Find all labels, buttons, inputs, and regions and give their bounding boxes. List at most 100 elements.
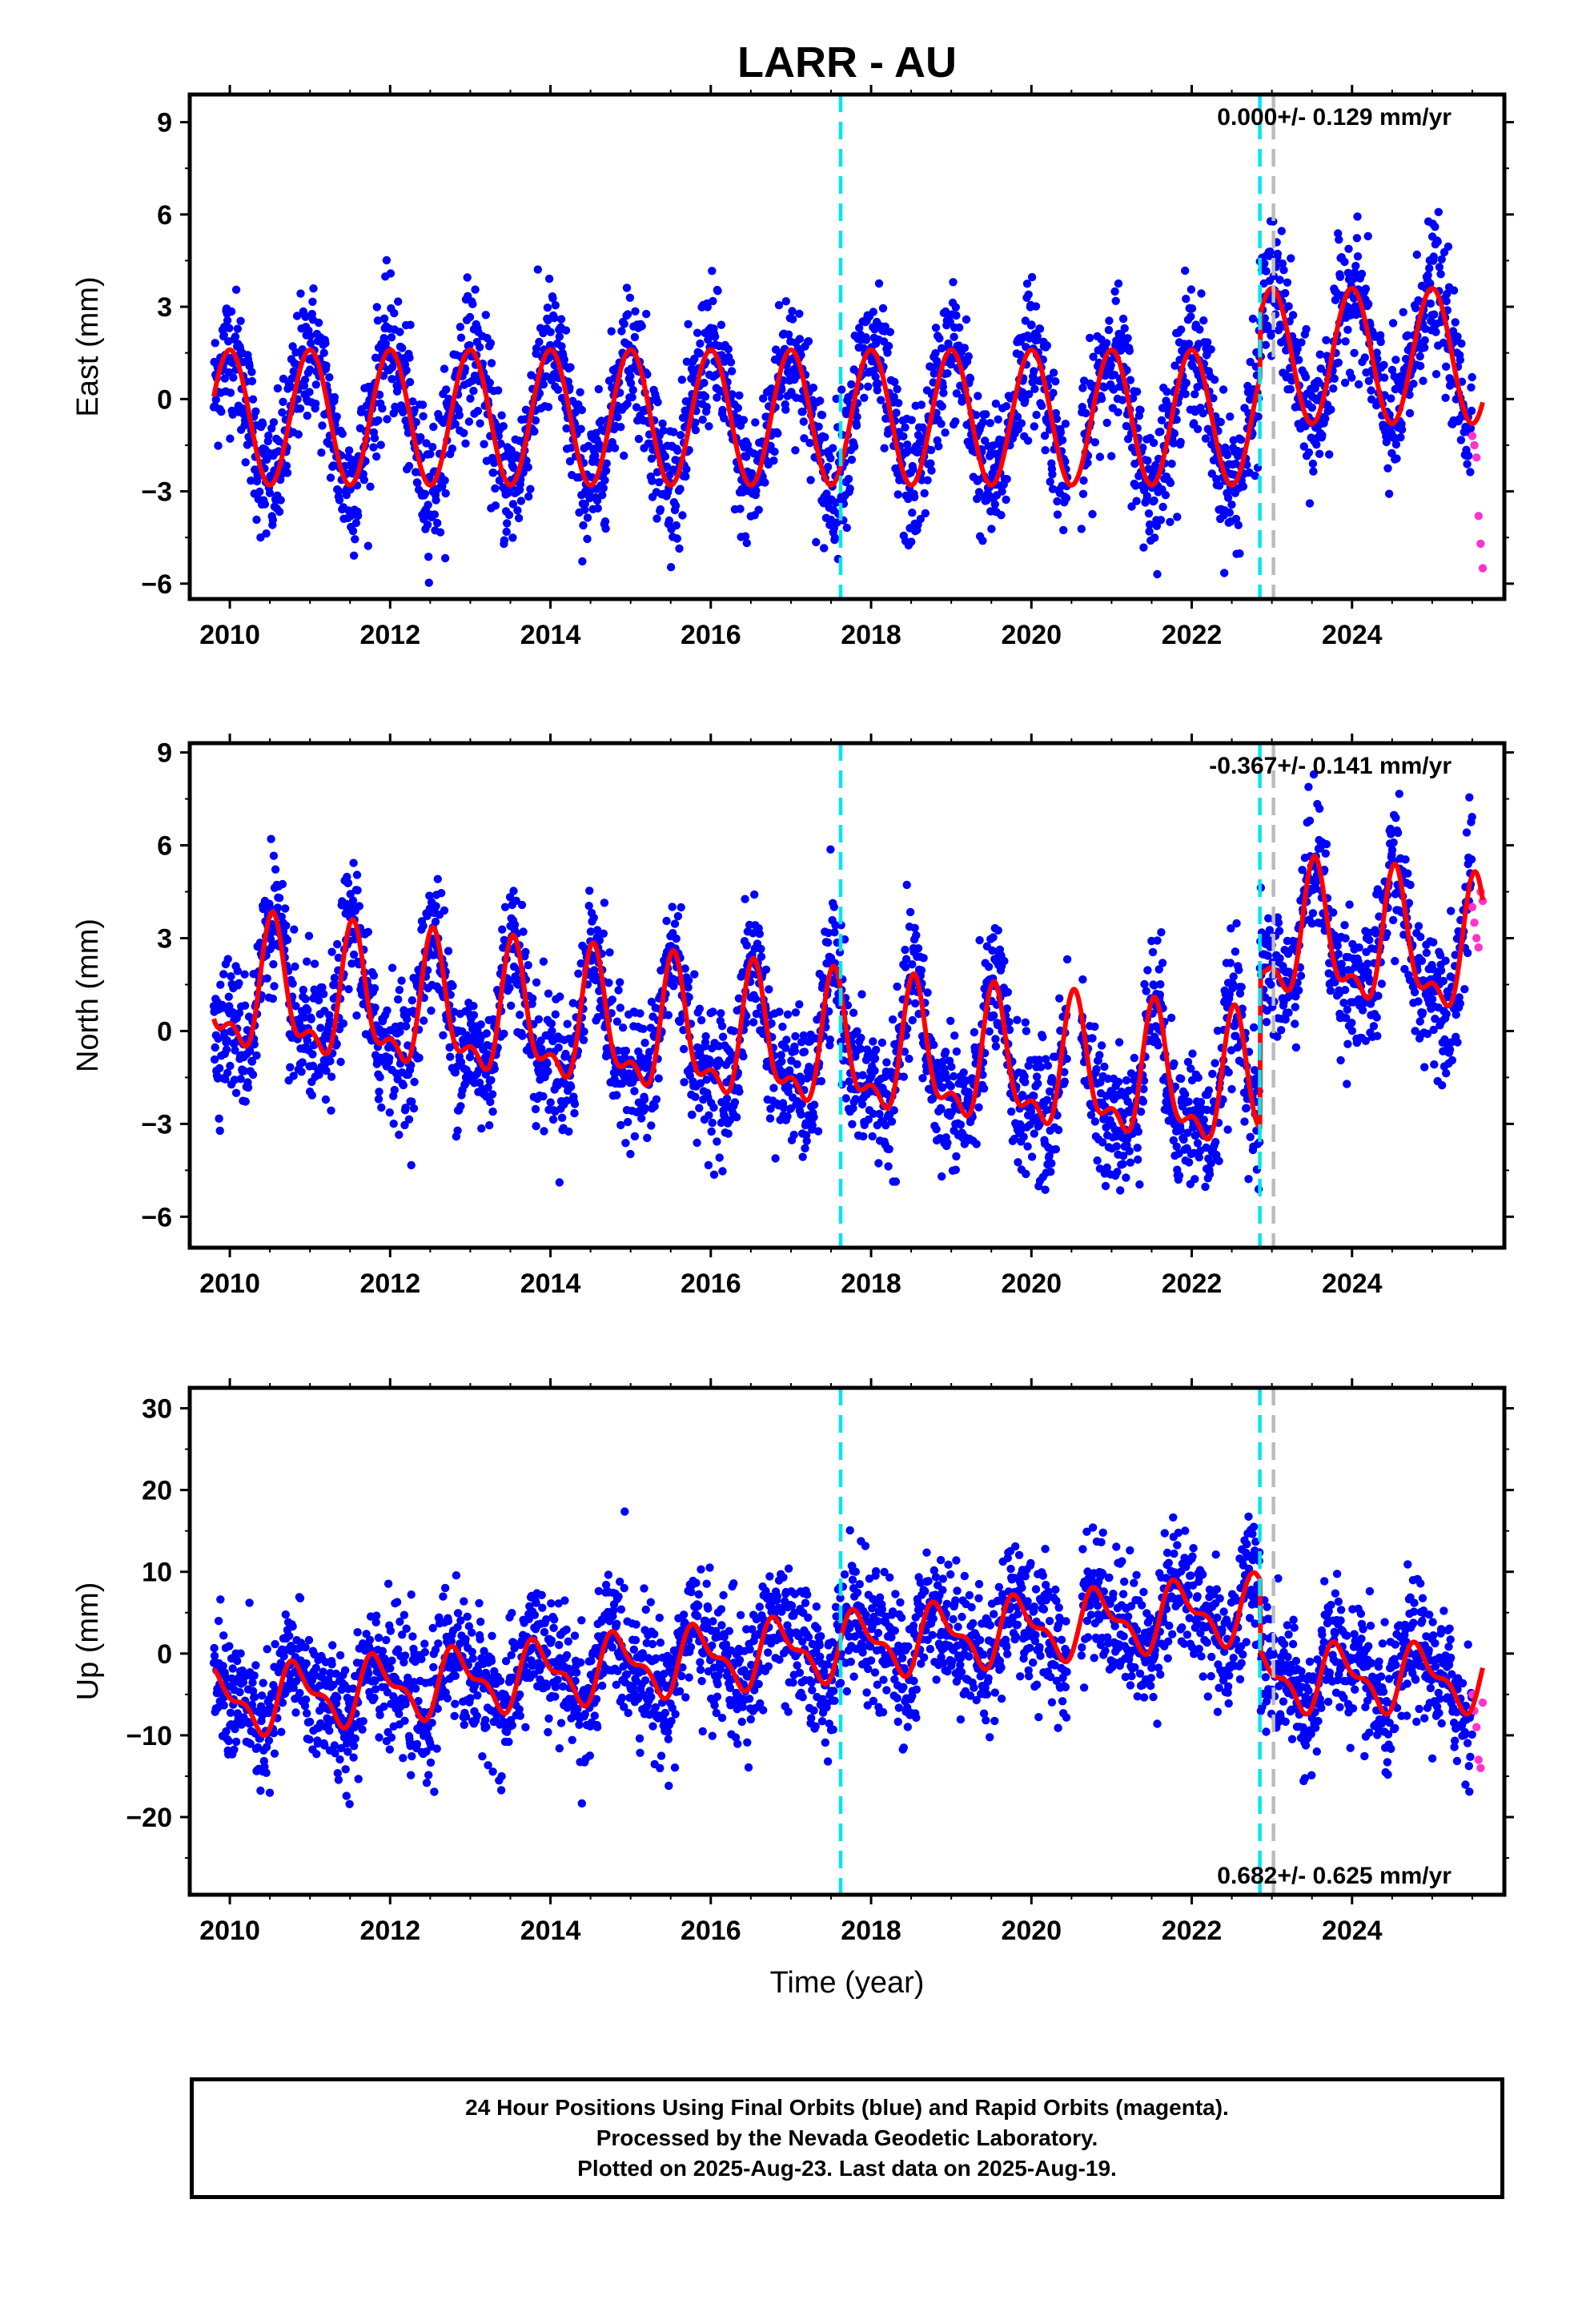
x-tick-label: 2020 <box>1001 620 1062 650</box>
data-point <box>215 1114 223 1124</box>
data-point <box>1387 448 1396 458</box>
data-point <box>877 396 885 404</box>
data-point <box>1181 266 1190 275</box>
data-point <box>1248 314 1258 324</box>
data-point <box>789 1130 798 1140</box>
data-point <box>502 527 511 537</box>
data-point <box>223 316 232 325</box>
data-point <box>678 413 688 422</box>
data-point <box>394 297 403 306</box>
data-point <box>669 982 678 991</box>
data-point <box>395 986 404 995</box>
data-point <box>637 1114 646 1123</box>
data-point <box>287 382 295 392</box>
data-point <box>829 444 837 452</box>
data-point <box>339 1019 348 1028</box>
data-point <box>247 1057 257 1066</box>
data-point <box>950 332 958 341</box>
data-point <box>990 500 1000 509</box>
data-point <box>332 412 341 421</box>
data-point <box>754 505 763 514</box>
data-point <box>408 996 416 1005</box>
data-point <box>643 370 652 379</box>
data-point <box>881 322 889 331</box>
data-point <box>605 948 614 957</box>
data-point <box>950 1031 959 1040</box>
data-point <box>476 1020 485 1029</box>
data-point <box>695 1004 705 1013</box>
data-point <box>759 394 768 403</box>
data-point <box>962 315 971 324</box>
data-point <box>372 303 381 312</box>
data-point <box>1411 304 1420 312</box>
data-point <box>1003 987 1013 997</box>
data-point <box>861 336 871 344</box>
data-point <box>424 578 433 587</box>
data-point <box>952 311 961 320</box>
data-point <box>952 1047 962 1056</box>
data-point <box>620 451 628 460</box>
data-point <box>1152 521 1162 530</box>
data-point <box>496 439 505 448</box>
data-point <box>363 541 372 550</box>
data-point <box>990 1011 998 1020</box>
data-point <box>1343 325 1352 334</box>
data-point <box>987 525 996 533</box>
data-point <box>556 992 564 1001</box>
data-point <box>416 432 425 442</box>
data-point <box>370 983 379 993</box>
data-point <box>321 1095 331 1104</box>
data-point <box>661 452 670 461</box>
data-point <box>554 1043 563 1052</box>
data-point <box>283 935 292 944</box>
data-point <box>885 328 895 336</box>
data-point <box>1021 316 1030 325</box>
data-point <box>550 313 559 323</box>
data-point <box>1013 1015 1022 1024</box>
data-point <box>420 489 429 498</box>
data-point <box>1082 408 1090 418</box>
data-point <box>1136 405 1145 415</box>
data-point <box>267 834 275 843</box>
data-point <box>1190 419 1199 428</box>
data-point <box>893 384 901 394</box>
data-point <box>440 364 449 373</box>
data-point <box>813 1127 823 1136</box>
data-point <box>247 368 256 376</box>
data-point <box>859 1132 868 1141</box>
data-point <box>566 1082 576 1092</box>
data-point <box>1041 1185 1050 1194</box>
data-point <box>946 1016 955 1026</box>
data-point <box>371 1003 379 1012</box>
data-point <box>623 310 632 319</box>
data-point <box>708 267 717 275</box>
data-point <box>1150 496 1158 505</box>
data-point <box>544 989 553 998</box>
data-point <box>1430 310 1439 319</box>
data-point <box>680 1078 689 1087</box>
data-point <box>1054 1125 1063 1135</box>
data-point <box>532 1122 540 1131</box>
data-point <box>777 385 786 394</box>
data-point <box>1223 451 1232 460</box>
data-point <box>960 344 970 352</box>
data-point <box>1062 955 1072 964</box>
data-point <box>366 482 375 491</box>
data-point <box>499 422 508 431</box>
data-point <box>923 988 932 997</box>
y-tick-label: −3 <box>141 477 172 508</box>
data-point <box>1139 543 1148 552</box>
data-point <box>469 1002 478 1011</box>
data-point <box>1018 388 1027 396</box>
data-point <box>874 279 884 288</box>
data-point <box>825 1035 835 1044</box>
data-point <box>991 399 1001 408</box>
data-point <box>526 485 535 493</box>
data-point <box>585 887 594 895</box>
data-point <box>1367 395 1376 404</box>
data-point <box>488 1090 497 1099</box>
data-point <box>809 1100 819 1109</box>
data-point <box>873 386 882 395</box>
data-point <box>671 501 681 510</box>
data-point <box>1325 450 1334 459</box>
